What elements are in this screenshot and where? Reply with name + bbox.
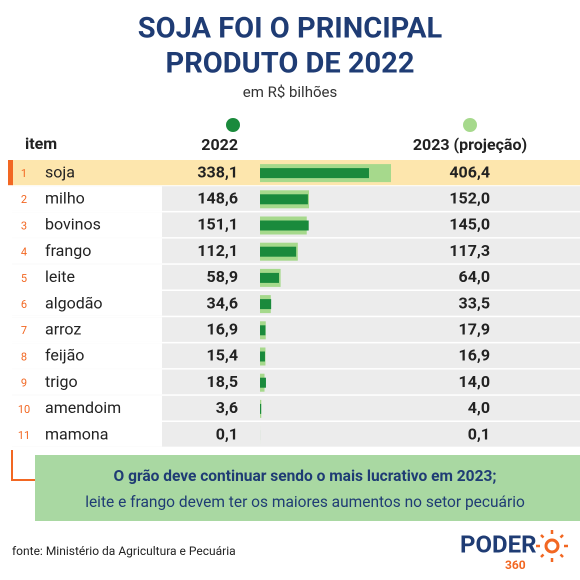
bar [260,168,369,179]
category-label: soja [45,162,75,181]
value-label: 406,4 [449,162,490,181]
row-marker [8,160,13,186]
value-label: 338,1 [197,162,238,181]
rank: 2 [21,193,27,206]
rank: 11 [18,429,30,442]
subtitle: em R$ bilhões [243,83,337,101]
item-cell [12,291,162,316]
bar [260,272,279,283]
rank: 10 [18,403,30,416]
rank: 3 [21,219,27,232]
value-label: 152,0 [449,189,490,208]
bar [260,246,297,257]
value-label: 58,9 [207,267,238,286]
category-label: mamona [45,424,108,443]
logo-text: PODER [460,530,537,558]
item-cell [12,422,162,447]
item-cell [12,317,162,342]
value-label: 3,6 [216,398,238,417]
rank: 9 [21,377,27,390]
note-line: O grão deve continuar sendo o mais lucra… [114,467,497,485]
category-label: frango [45,241,91,260]
item-cell [12,212,162,238]
category-label: bovinos [45,215,101,234]
note-box [35,455,580,521]
category-label: leite [45,267,75,286]
note-line: leite e frango devem ter os maiores aume… [85,493,525,511]
value-label: 0,1 [216,424,238,443]
value-label: 0,1 [468,424,490,443]
value-label: 112,1 [197,241,238,260]
title-line: SOJA FOI O PRINCIPAL [138,12,443,46]
bar [260,194,308,205]
value-label: 148,6 [197,189,238,208]
category-label: arroz [45,320,81,339]
value-label: 16,9 [459,346,490,365]
rank: 4 [21,246,27,259]
bar [260,325,266,336]
category-label: algodão [45,293,103,312]
value-label: 145,0 [449,215,490,234]
category-label: feijão [45,346,84,365]
legend-label: 2023 (projeção) [413,135,527,154]
value-label: 33,5 [459,293,490,312]
connector [11,450,35,481]
value-label: 34,6 [207,293,238,312]
logo-sun [536,530,568,562]
item-cell [12,343,162,369]
rank: 7 [21,324,27,337]
rank: 1 [21,167,27,180]
value-label: 4,0 [468,398,490,417]
source: fonte: Ministério da Agricultura e Pecuá… [12,544,236,558]
rank: 8 [21,350,27,363]
item-cell [12,238,162,264]
bar [260,299,272,310]
value-label: 151,1 [197,215,238,234]
value-label: 14,0 [459,372,490,391]
bar [260,220,309,231]
rank: 6 [21,298,27,311]
category-label: milho [45,189,85,208]
value-label: 18,5 [207,372,238,391]
rank: 5 [21,272,27,285]
legend-marker [463,118,477,132]
bar [260,403,262,414]
value-label: 64,0 [459,267,490,286]
category-label: amendoim [45,398,121,417]
item-cell [12,186,162,211]
value-label: 15,4 [207,346,238,365]
bar [260,351,265,362]
legend-label: 2022 [201,135,238,154]
value-label: 16,9 [207,320,238,339]
category-label: trigo [45,372,78,391]
item-cell [12,369,162,395]
value-label: 17,9 [459,320,490,339]
item-cell [12,395,162,421]
title-line: PRODUTO DE 2022 [166,47,415,81]
logo-sub: 360 [505,558,526,572]
value-label: 117,3 [449,241,490,260]
column-header: item [25,134,57,153]
bar [260,377,266,388]
item-cell [12,264,162,290]
legend-marker [226,118,240,132]
